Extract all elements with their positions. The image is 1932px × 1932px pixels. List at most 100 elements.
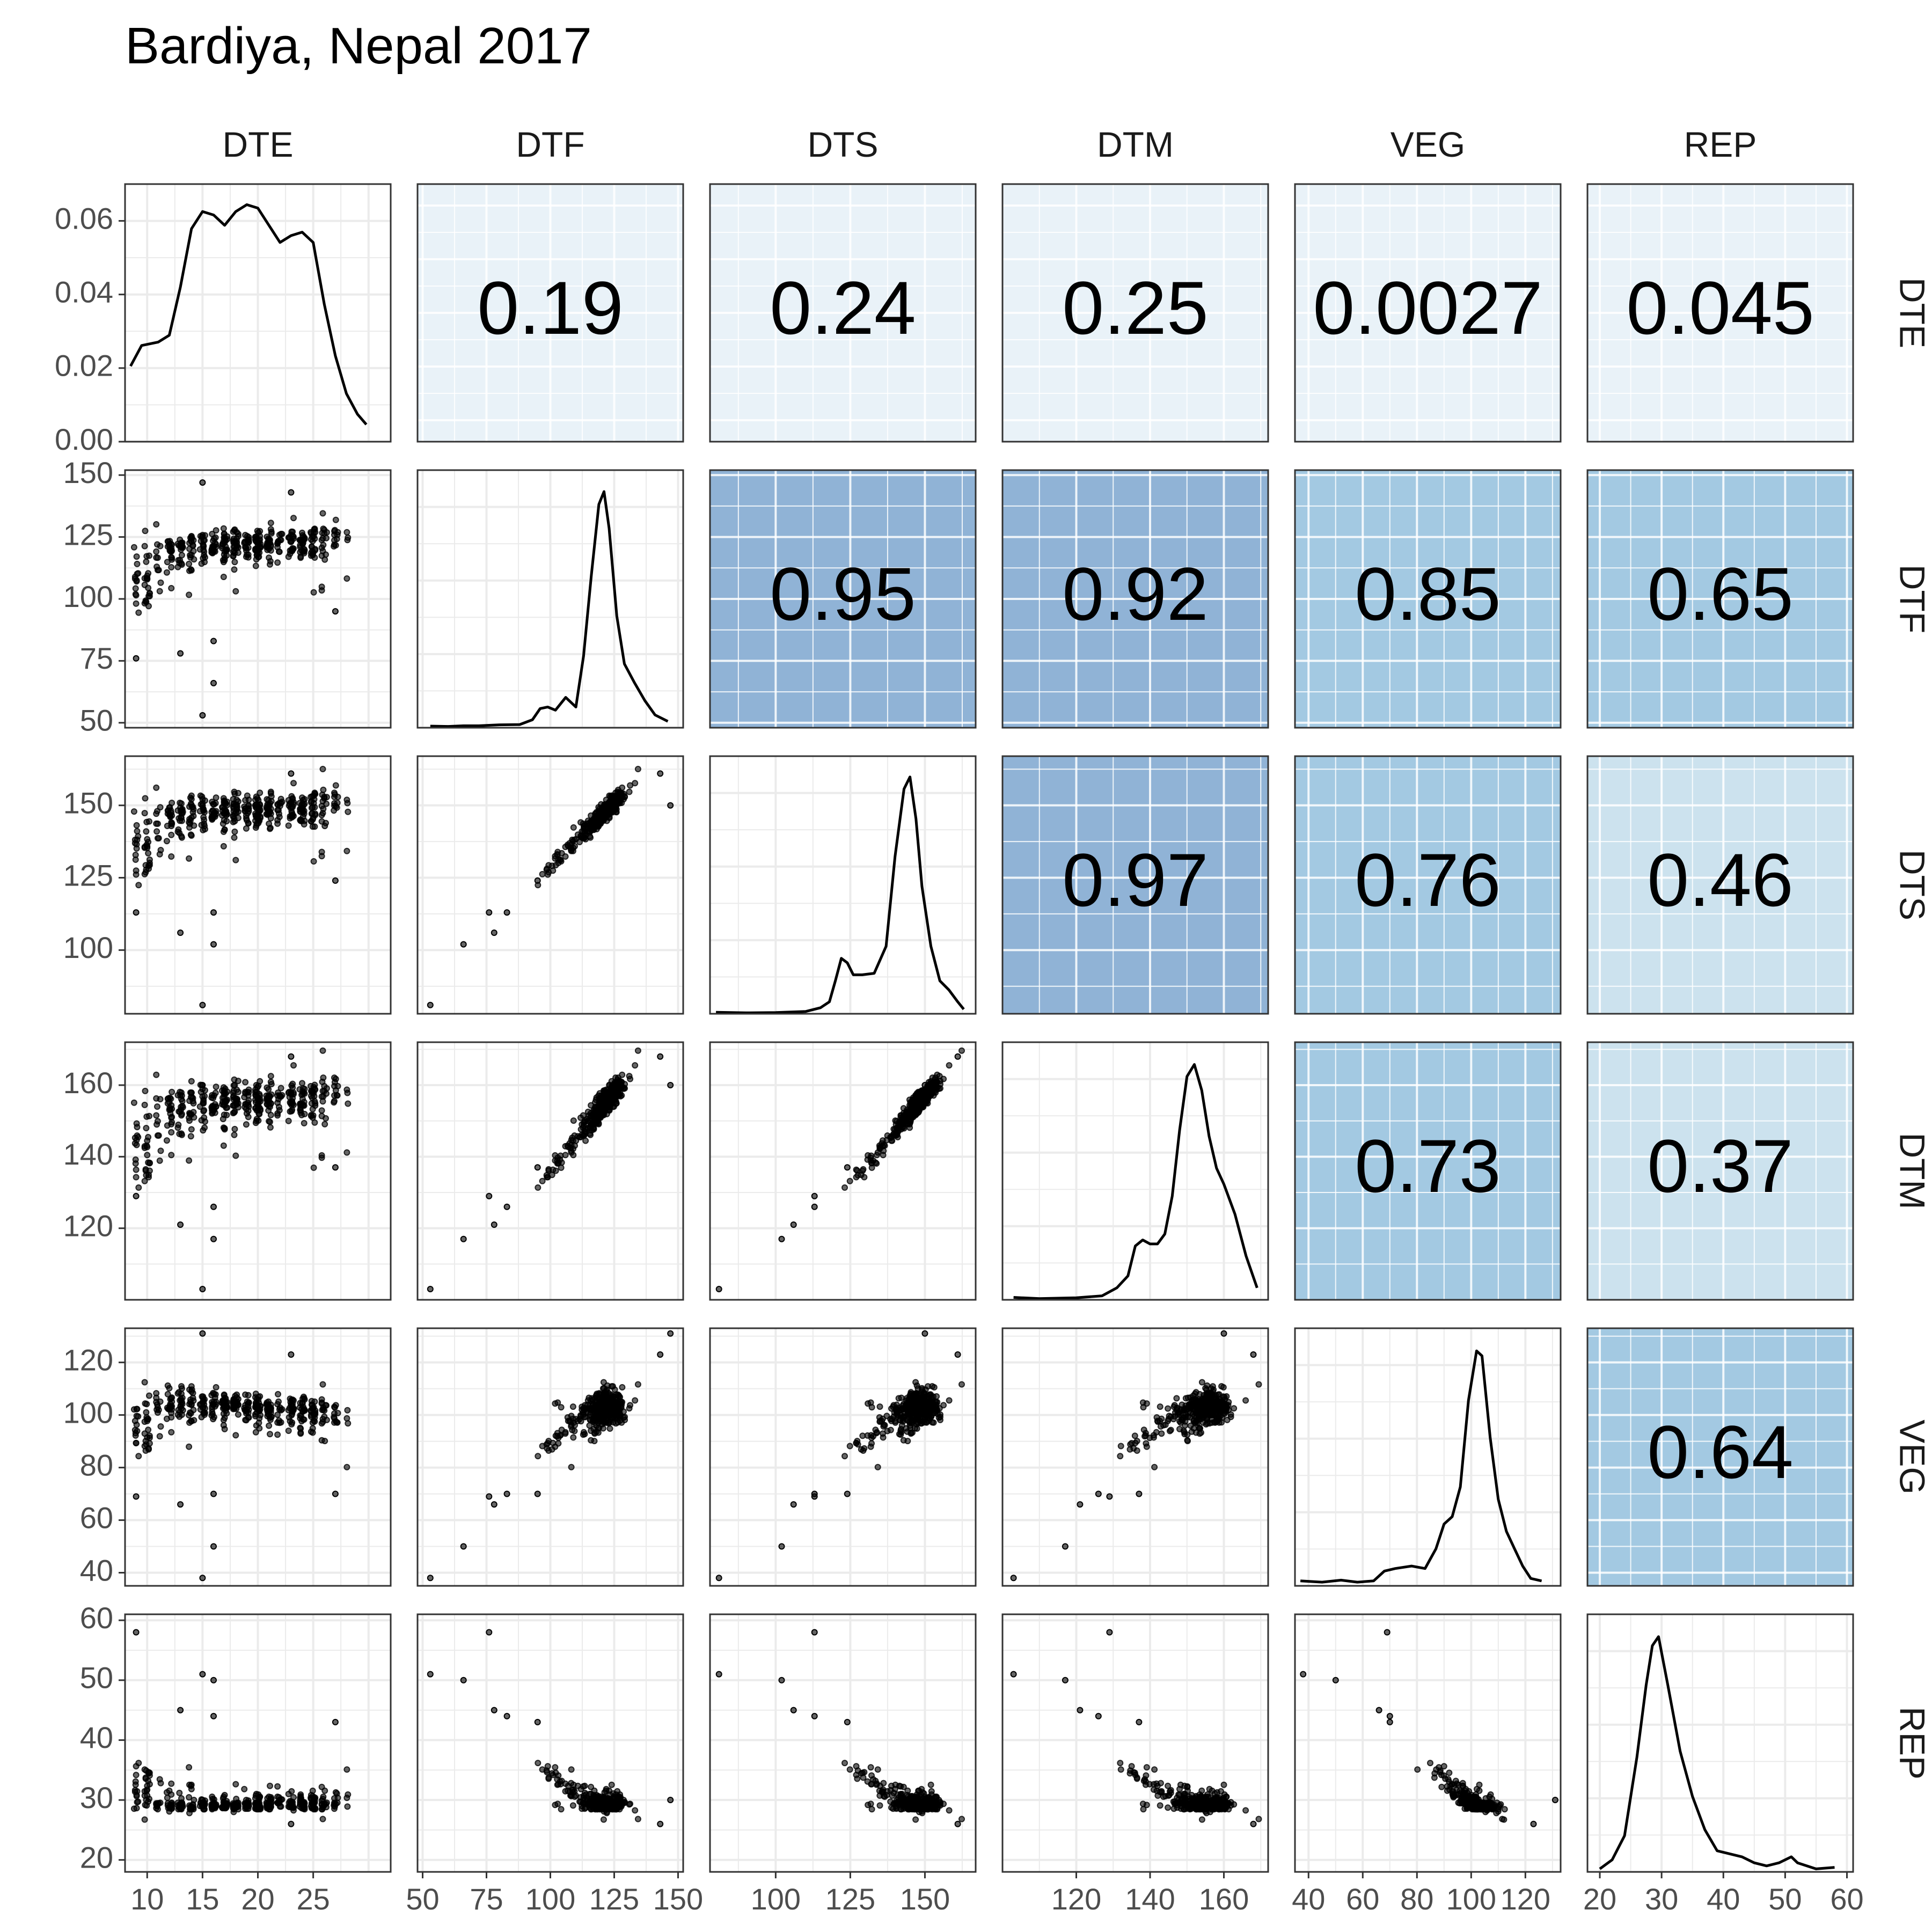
data-point [906, 1419, 913, 1426]
data-point [241, 1404, 248, 1411]
data-point [245, 1101, 252, 1108]
data-point [202, 797, 208, 804]
data-point [1140, 1426, 1147, 1433]
panel-dte-dtm: 0.25 [1001, 183, 1269, 443]
data-point [267, 1079, 274, 1085]
data-point [667, 1082, 674, 1088]
data-point [617, 1081, 624, 1088]
data-point [242, 1416, 249, 1423]
data-point [267, 1782, 273, 1789]
data-point [255, 806, 262, 813]
data-point [626, 1073, 633, 1080]
data-point [144, 1152, 151, 1159]
data-point [267, 1093, 273, 1100]
data-point [153, 1071, 160, 1078]
data-point [254, 545, 261, 552]
data-point [905, 1404, 912, 1411]
data-point [876, 1145, 883, 1152]
data-point [1242, 1397, 1249, 1404]
data-point [142, 869, 149, 876]
panel-border [709, 469, 977, 729]
data-point [221, 1391, 228, 1398]
data-point [163, 1137, 170, 1144]
data-point [210, 1235, 217, 1242]
correlation-value-dtm-rep: 0.37 [1647, 1124, 1793, 1208]
data-point [1132, 1439, 1139, 1446]
data-point [934, 1071, 941, 1078]
data-point [1153, 1429, 1160, 1436]
panel-dts-veg: 0.76 [1294, 755, 1562, 1015]
data-point [267, 1124, 274, 1131]
data-point [632, 780, 639, 787]
data-point [165, 1406, 172, 1413]
data-point [603, 813, 610, 819]
top-strip-labels: DTE DTF DTS DTM VEG REP [223, 125, 1757, 164]
data-point [868, 1432, 875, 1439]
data-point [503, 1490, 510, 1497]
data-point [343, 1149, 350, 1156]
data-point [572, 1422, 578, 1429]
data-point [309, 1094, 316, 1101]
data-point [562, 1429, 569, 1436]
data-point [332, 608, 339, 615]
data-point [1143, 1440, 1150, 1447]
data-point [552, 1152, 559, 1159]
data-point [486, 909, 493, 916]
data-point [868, 1404, 875, 1411]
data-point [301, 821, 308, 828]
data-point [318, 811, 325, 818]
panel-background [1587, 756, 1853, 1014]
data-point [288, 1090, 295, 1097]
data-point [621, 1414, 628, 1421]
panel-dts-dtf [416, 755, 684, 1015]
data-point [274, 1431, 281, 1438]
panel-dts-dts [709, 755, 977, 1015]
data-point [331, 528, 338, 535]
data-point [141, 1101, 148, 1108]
panel-dtm-dtf [416, 1041, 684, 1301]
data-point [165, 538, 172, 545]
data-point [868, 1164, 875, 1171]
data-point [155, 835, 162, 841]
data-point [219, 804, 225, 811]
data-point [285, 1428, 292, 1434]
data-point [133, 1120, 140, 1127]
data-point [199, 1575, 206, 1582]
data-point [232, 1432, 239, 1439]
data-point [552, 1400, 559, 1407]
data-point [1231, 1405, 1238, 1412]
data-point [223, 1098, 230, 1105]
data-point [606, 1416, 613, 1423]
data-point [230, 553, 237, 560]
data-point [930, 1393, 936, 1400]
data-point [199, 712, 206, 719]
data-point [274, 1419, 281, 1426]
data-point [266, 1118, 273, 1125]
data-point [587, 1130, 593, 1137]
data-point [310, 549, 317, 556]
data-point [210, 909, 217, 916]
panel-background [1002, 1328, 1268, 1586]
data-point [264, 1084, 270, 1091]
data-point [570, 1117, 577, 1124]
data-point [199, 802, 206, 809]
data-point [946, 1062, 953, 1069]
panel-dte-dts: 0.24 [709, 183, 977, 443]
data-point [297, 806, 304, 813]
data-point [297, 554, 304, 561]
data-point [141, 810, 148, 817]
data-point [267, 526, 274, 533]
data-point [196, 1103, 203, 1110]
data-point [613, 1100, 620, 1107]
panel-dtm-rep: 0.37 [1586, 1041, 1854, 1301]
data-point [255, 554, 262, 561]
data-point [276, 1404, 283, 1411]
data-point [344, 1407, 351, 1414]
data-point [811, 1203, 818, 1210]
data-point [200, 1127, 207, 1134]
data-point [308, 799, 314, 806]
data-point [134, 1428, 141, 1435]
data-point [900, 1437, 907, 1444]
data-point [345, 808, 352, 815]
